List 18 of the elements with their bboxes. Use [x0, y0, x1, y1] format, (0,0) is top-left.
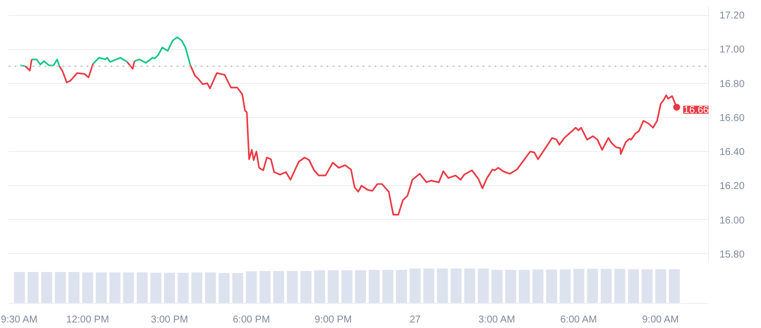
- x-tick-label: 3:00 PM: [150, 314, 188, 326]
- y-tick-label: 17.00: [720, 44, 745, 56]
- y-tick-label: 16.80: [720, 78, 745, 90]
- x-tick-label: 12:00 PM: [66, 314, 110, 326]
- x-tick-label: 9:00 AM: [642, 314, 679, 326]
- x-tick-label: 9:00 PM: [314, 314, 352, 326]
- y-tick-label: 16.00: [720, 215, 745, 226]
- x-tick-label: 27: [410, 314, 422, 326]
- y-tick-label: 16.60: [720, 112, 745, 124]
- x-tick-label: 9:30 AM: [0, 314, 38, 326]
- y-tick-label: 17.20: [720, 10, 745, 22]
- x-tick-label: 6:00 PM: [232, 314, 270, 326]
- y-tick-label: 15.80: [720, 249, 745, 260]
- annotation: 16.66: [684, 105, 710, 116]
- x-tick-label: 6:00 AM: [560, 314, 597, 326]
- y-tick-label: 16.40: [720, 147, 745, 158]
- y-tick-label: 16.20: [720, 181, 745, 192]
- x-tick-label: 3:00 AM: [478, 314, 516, 326]
